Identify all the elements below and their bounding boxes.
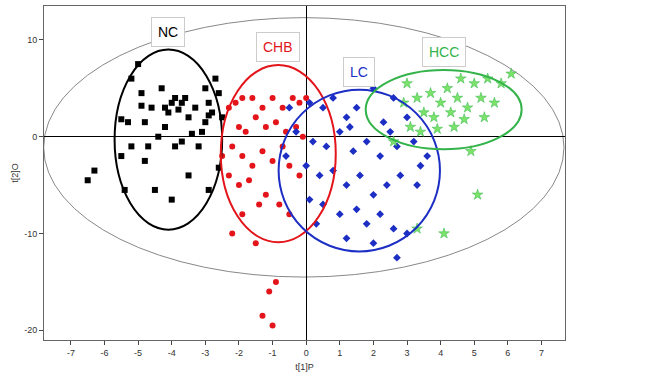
svg-text:LC: LC	[350, 64, 368, 80]
svg-text:-10: -10	[24, 229, 37, 239]
svg-text:-1: -1	[269, 348, 277, 358]
svg-text:6: 6	[505, 348, 510, 358]
svg-text:t[2]O: t[2]O	[10, 163, 20, 183]
svg-text:5: 5	[472, 348, 477, 358]
svg-text:0: 0	[304, 348, 309, 358]
svg-text:-3: -3	[201, 348, 209, 358]
svg-text:HCC: HCC	[429, 44, 459, 60]
svg-text:-7: -7	[67, 348, 75, 358]
svg-text:-6: -6	[100, 348, 108, 358]
svg-text:-2: -2	[235, 348, 243, 358]
svg-text:3: 3	[405, 348, 410, 358]
svg-text:0: 0	[32, 132, 37, 142]
svg-text:7: 7	[539, 348, 544, 358]
svg-text:CHB: CHB	[263, 39, 293, 55]
svg-text:-4: -4	[168, 348, 176, 358]
svg-text:10: 10	[27, 35, 37, 45]
svg-text:NC: NC	[158, 24, 178, 40]
svg-text:2: 2	[371, 348, 376, 358]
svg-text:-5: -5	[134, 348, 142, 358]
svg-text:1: 1	[337, 348, 342, 358]
svg-text:t[1]P: t[1]P	[295, 362, 314, 372]
svg-text:-20: -20	[24, 325, 37, 335]
svg-text:4: 4	[438, 348, 443, 358]
